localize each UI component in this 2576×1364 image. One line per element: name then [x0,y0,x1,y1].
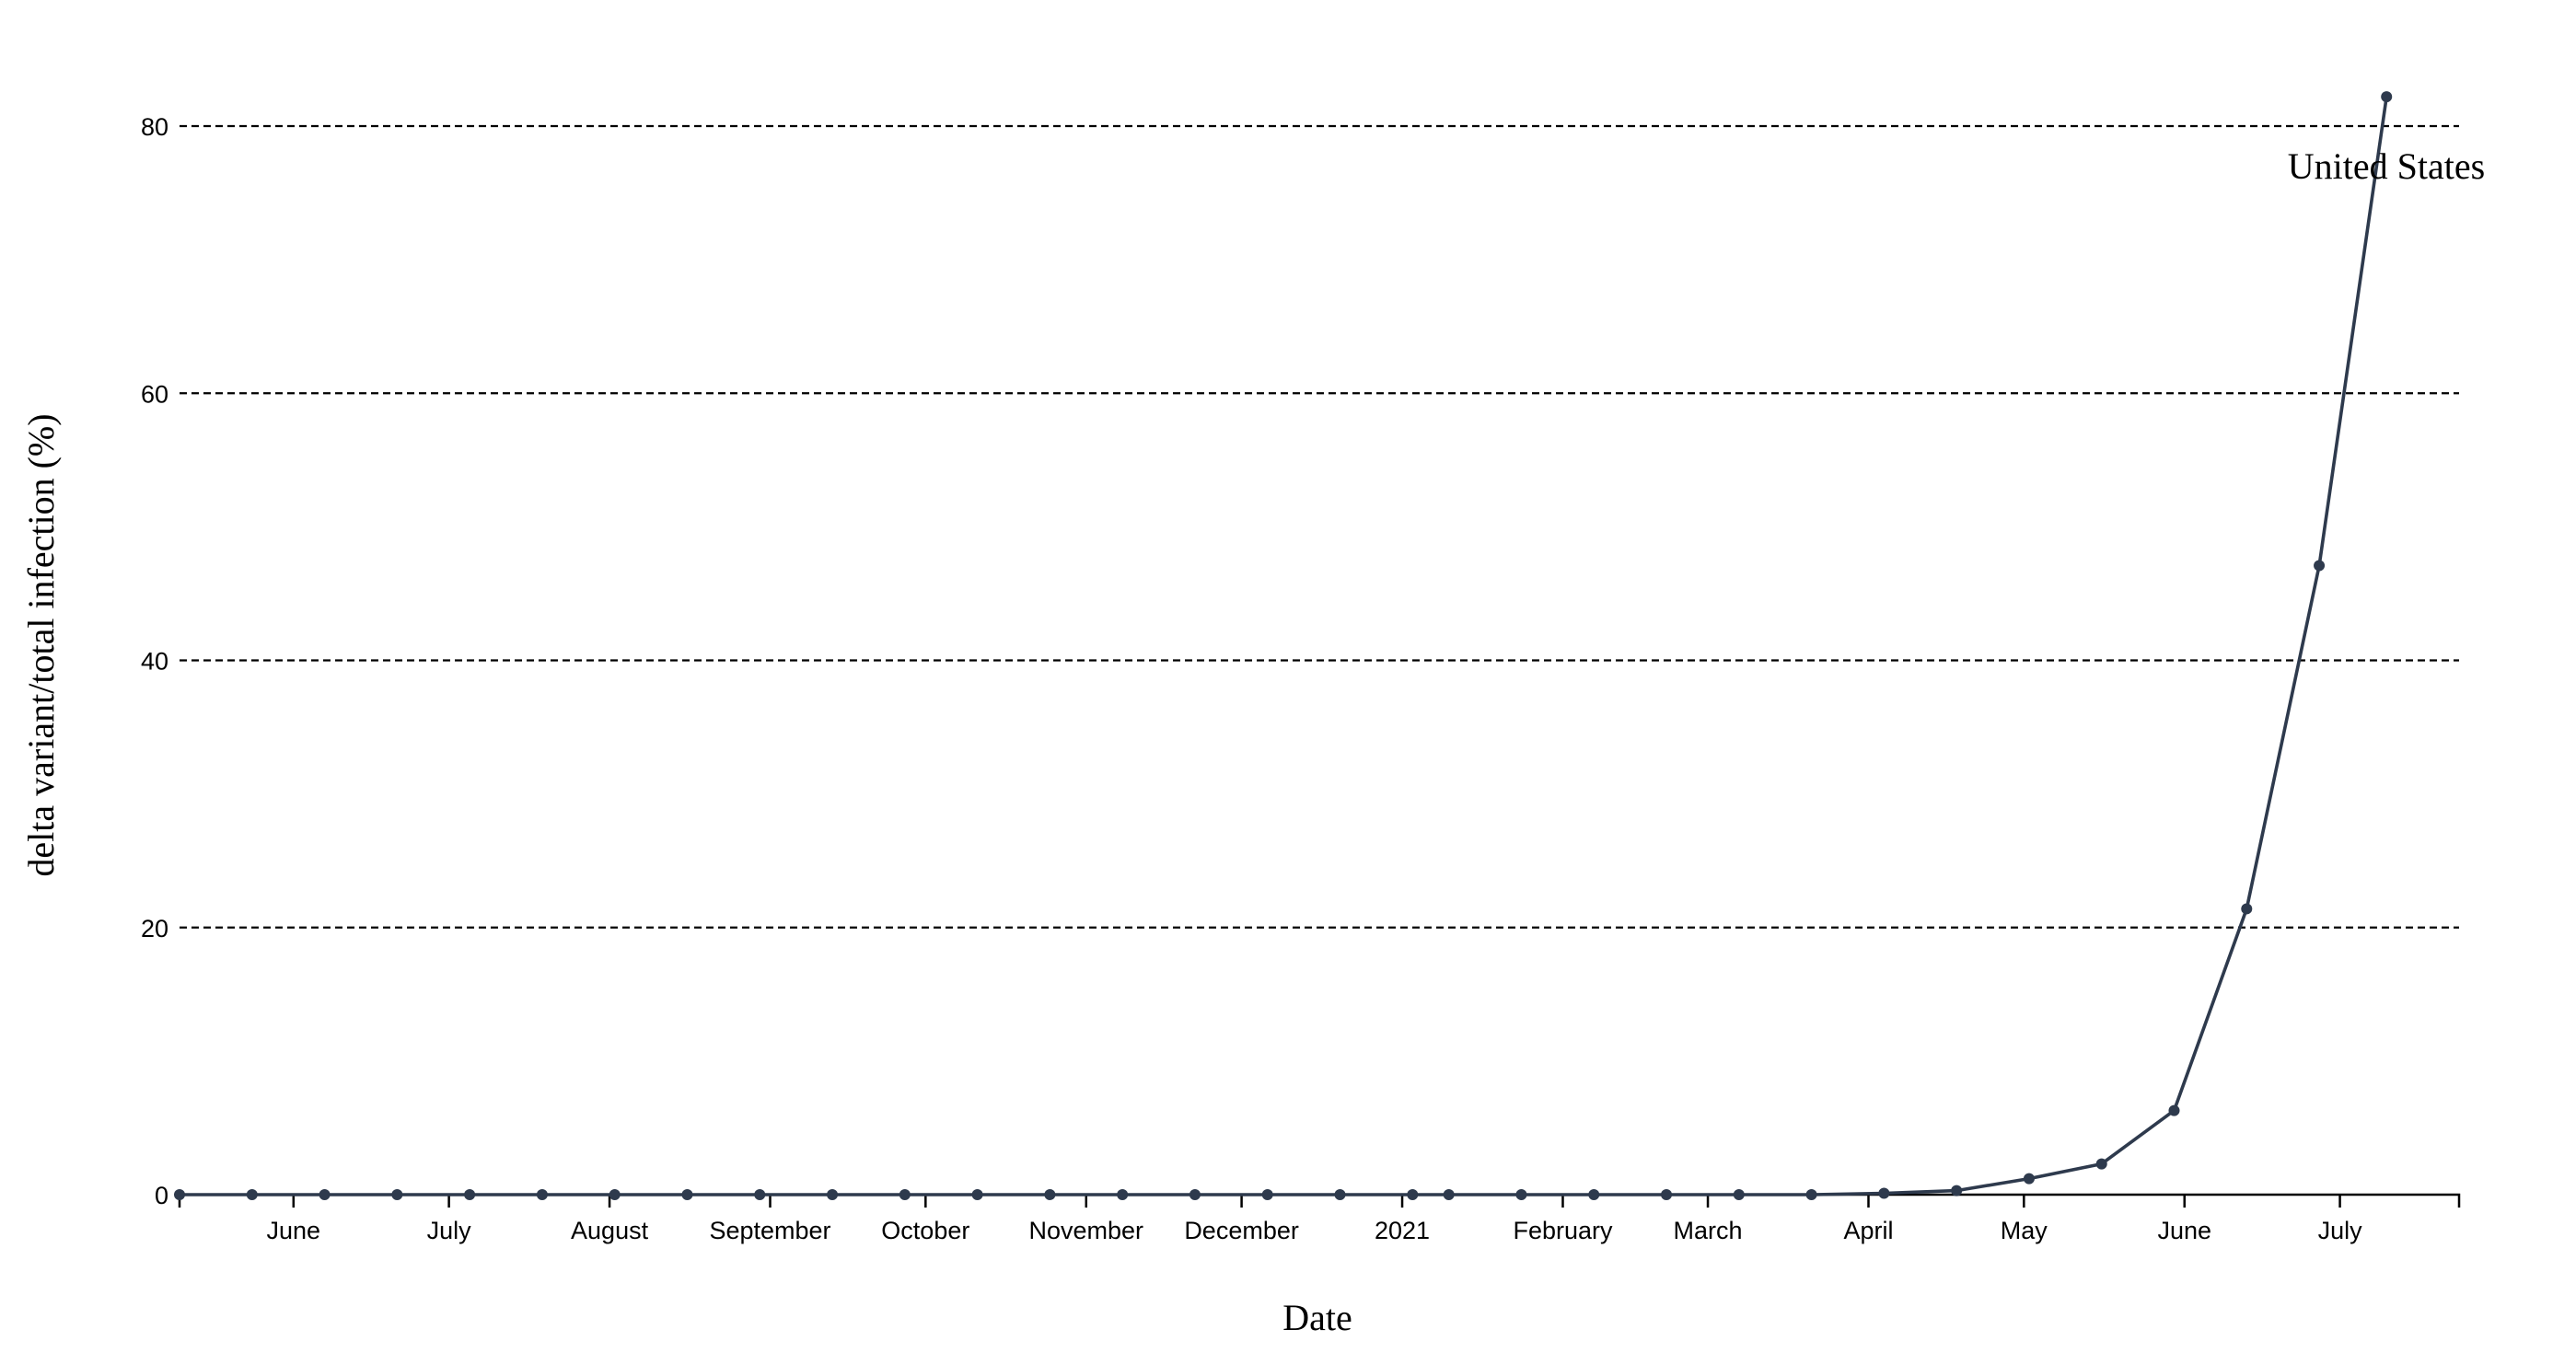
x-tick-label: December [1184,1217,1299,1244]
y-tick-label: 0 [155,1182,168,1209]
data-point [391,1189,403,1200]
data-point [2095,1158,2107,1170]
data-point [2241,903,2253,915]
x-tick-label: August [571,1217,649,1244]
x-tick-label: July [427,1217,472,1244]
y-axis-title: delta variant/total infection (%) [20,413,62,876]
y-tick-label: 80 [141,113,168,141]
data-point [1261,1189,1273,1200]
data-point [1951,1185,1963,1196]
data-point [1334,1189,1346,1200]
x-tick-label: June [2157,1217,2211,1244]
data-point [319,1189,331,1200]
data-point [1407,1189,1419,1200]
x-tick-label: March [1674,1217,1743,1244]
data-point [1588,1189,1600,1200]
data-point [2168,1104,2180,1116]
series-layer: United States [174,91,2485,1200]
data-point [1443,1189,1455,1200]
data-point [1117,1189,1129,1200]
y-tick-label: 20 [141,915,168,942]
data-point [681,1189,693,1200]
x-tick-label: February [1513,1217,1613,1244]
data-point [971,1189,983,1200]
x-tick-label: April [1843,1217,1893,1244]
data-point [2023,1173,2035,1185]
data-point [246,1189,258,1200]
data-point [464,1189,476,1200]
data-point [1805,1189,1817,1200]
data-point [2314,560,2326,572]
x-axis-line [178,1193,2461,1208]
data-point [1661,1189,1673,1200]
x-axis-title: Date [1282,1297,1352,1338]
x-tick-label: May [2001,1217,2048,1244]
data-point [827,1189,839,1200]
data-point [754,1189,766,1200]
data-point [2381,91,2393,103]
series-line [180,96,2388,1196]
x-tick-label: June [267,1217,321,1244]
x-tick-label: September [709,1217,830,1244]
x-tick-label: July [2318,1217,2363,1244]
axes: 0 20 40 60 80 June July August September October N… [141,113,2461,1244]
data-point [1733,1189,1745,1200]
data-point [899,1189,911,1200]
data-point [1878,1187,1890,1199]
x-tick-label: 2021 [1375,1217,1430,1244]
x-tick-label: November [1028,1217,1143,1244]
data-point [174,1189,185,1200]
data-point [1515,1189,1527,1200]
y-tick-label: 60 [141,380,168,408]
y-tick-label: 40 [141,648,168,676]
data-point [1044,1189,1056,1200]
data-point [1189,1189,1201,1200]
data-point [609,1189,621,1200]
gridlines [180,124,2459,929]
data-point [536,1189,548,1200]
x-tick-label: October [881,1217,969,1244]
series-label: United States [2288,145,2485,187]
